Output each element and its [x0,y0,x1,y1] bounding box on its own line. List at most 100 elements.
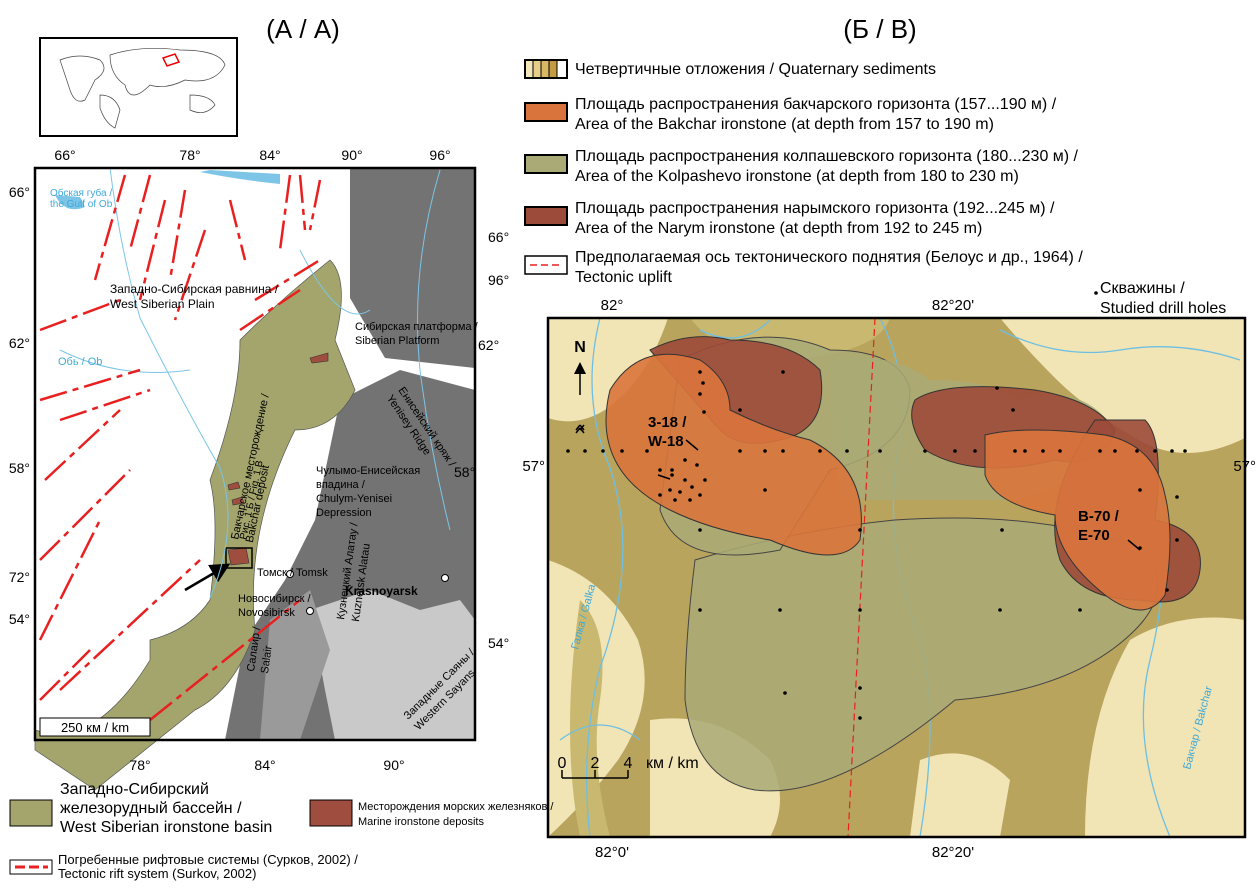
drill-hole [953,449,957,453]
lat-label: 66° [9,184,30,200]
panel-title: (А / А) [266,14,340,44]
drill-hole [658,493,662,497]
label-group: Krasnoyarsk [345,584,418,598]
scale-label: 0 [558,755,567,772]
inset [39,37,238,137]
lat-label: 58° [454,464,475,480]
drill-hole [1041,449,1045,453]
drill-hole [683,458,687,462]
legend-label: Marine ironstone deposits [358,816,484,828]
lat-label: 96° [488,272,509,288]
drill-hole [1135,449,1139,453]
lon-label: 84° [254,757,275,773]
place-label: Обская губа / [50,187,112,199]
label-group: Площадь распространения нарымского гориз… [575,200,1055,237]
place-label: Западно-Сибирская равнина / [110,282,279,296]
drill-hole [1011,408,1015,412]
drill-hole [845,449,849,453]
drill-hole [1058,449,1062,453]
drill-hole [678,490,682,494]
drill-hole [763,488,767,492]
north-label: N [574,339,586,356]
legend-a-swatches [9,799,353,875]
place-label: впадина / [316,479,366,491]
label-group: Обская губа /the Gulf of Ob [50,187,113,210]
drill-hole [645,449,649,453]
drill-hole [781,449,785,453]
well-label: 3-18 / [648,414,687,431]
drill-hole [702,410,706,414]
legend-label: Area of the Kolpashevo ironstone (at dep… [575,168,1019,185]
legend-label: железорудный бассейн / [60,800,242,817]
drill-hole [673,498,677,502]
label-group: Предполагаемая ось тектонического поднят… [575,249,1083,286]
drill-hole [783,691,787,695]
legend-label: Четвертичные отложения / Quaternary sedi… [575,61,936,78]
drill-hole [923,449,927,453]
label-group: Западно-Сибирская равнина /West Siberian… [110,282,279,311]
lon-label: 78° [129,757,150,773]
lat-label: 66° [488,229,509,245]
drill-hole [1183,449,1187,453]
legend-label: Studied drill holes [1100,300,1226,317]
label-group: B-70 / E-70 [1078,508,1120,544]
lat-label: 57° [1233,458,1256,475]
drill-hole [778,608,782,612]
lat-label: 58° [9,460,30,476]
place-label: West Siberian Plain [110,297,215,311]
map-a [33,166,477,791]
drill-hole [1013,449,1017,453]
drill-hole [698,370,702,374]
drill-hole [698,528,702,532]
drill-hole [738,449,742,453]
drill-hole [1175,495,1179,499]
drill-hole [781,370,785,374]
drill-hole [973,449,977,453]
place-label: the Gulf of Ob [50,199,113,210]
lat-label: 62° [478,337,499,353]
drill-hole [1165,588,1169,592]
label-group: 3-18 / W-18 [648,414,687,450]
lon-label: 82°0' [595,844,629,861]
drill-hole [566,449,570,453]
lon-label: 82°20' [932,297,974,314]
drill-hole [703,478,707,482]
drill-hole [601,449,605,453]
place-label: Chulym-Yenisei [316,493,392,505]
drill-hole [668,488,672,492]
label-group: Обь / Ob [58,356,102,368]
label-group: Томск / Tomsk [257,567,328,579]
legend-label: Площадь распространения нарымского гориз… [575,200,1055,217]
drill-hole [620,449,624,453]
drill-hole [583,449,587,453]
drill-hole [683,478,687,482]
label-group: Четвертичные отложения / Quaternary sedi… [575,61,936,78]
label-group: Скважины / Studied drill holes [1100,280,1226,317]
label-group: Площадь распространения колпашевского го… [575,148,1079,185]
drill-hole [738,408,742,412]
legend-label: Area of the Narym ironstone (at depth fr… [575,220,982,237]
drill-hole [1170,449,1174,453]
place-label: Krasnoyarsk [345,584,418,598]
legend-label: Площадь распространения колпашевского го… [575,148,1079,165]
lon-label: 82°20' [932,844,974,861]
drill-hole [690,485,694,489]
scale-label: км / km [646,755,699,772]
scale-label: 250 км / km [61,720,129,735]
panel-title: (Б / В) [843,14,916,44]
legend-label: Tectonic uplift [575,269,672,286]
well-label: E-70 [1078,527,1110,544]
drill-hole [670,468,674,472]
drill-hole [1113,449,1117,453]
place-label: Чулымо-Енисейская [316,465,420,477]
drill-hole [858,716,862,720]
legend-label: Area of the Bakchar ironstone (at depth … [575,116,994,133]
drill-hole [995,386,999,390]
label-group: Площадь распространения бакчарского гори… [575,96,1057,133]
well-label: W-18 [648,433,684,450]
drill-hole [858,686,862,690]
drill-hole [1153,449,1157,453]
legend-label: West Siberian ironstone basin [60,819,272,836]
legend-b-swatches [524,59,1098,295]
